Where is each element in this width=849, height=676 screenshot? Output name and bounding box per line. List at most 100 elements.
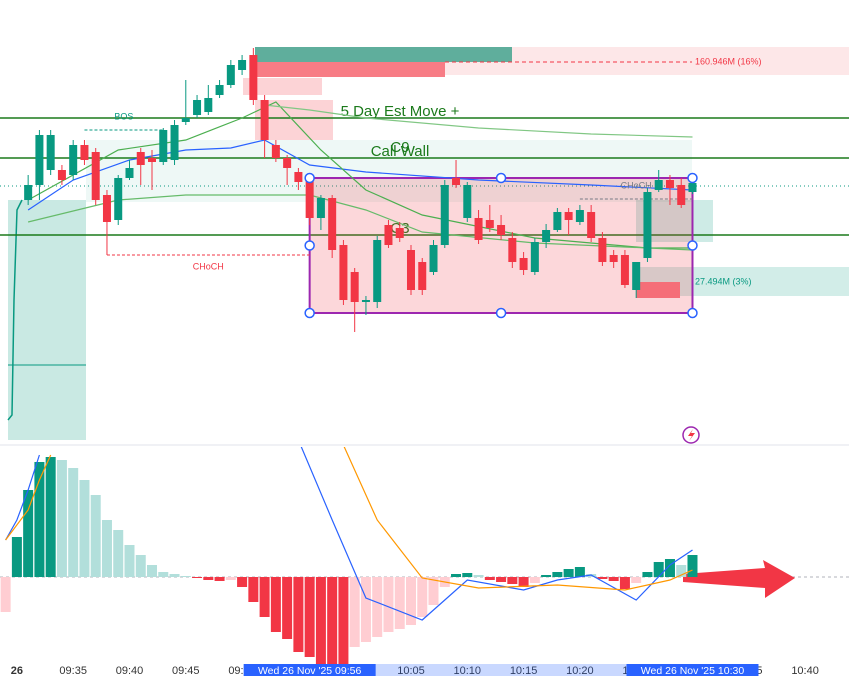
candle-body [226,65,235,85]
histogram-bar [484,577,495,580]
box-handle[interactable] [304,307,315,319]
histogram-bar [631,577,642,583]
arrow [683,560,795,598]
candle-body [587,212,596,238]
candle-body [24,185,33,200]
histogram-bar [248,577,259,602]
histogram-bar [642,572,653,577]
candle-body [339,245,348,300]
histogram-bar [462,573,473,577]
box-handle[interactable] [495,172,507,184]
histogram-bar [473,575,484,577]
box-handle[interactable] [687,307,698,319]
histogram-bar [23,490,34,577]
histogram-bar [552,572,563,577]
candle-body [654,180,663,190]
box-handle[interactable] [304,240,315,251]
candle-body [35,135,44,185]
box-handle[interactable] [687,172,698,184]
candle-body [80,145,89,160]
candle-body [497,225,506,235]
level-label: Call Wall [371,143,430,160]
candle-body [643,192,652,258]
histogram-bar [135,555,146,577]
histogram-bar [45,457,56,577]
candle-body [148,158,157,162]
histogram-bar [34,462,45,577]
candle-body [102,195,111,222]
candle-body [620,255,629,285]
histogram-bar [563,569,574,577]
candle-body [91,152,100,200]
candle-body [575,210,584,222]
candle-body [305,180,314,218]
candle-body [406,250,415,290]
histogram-bar [574,567,585,577]
histogram-bar [619,577,630,589]
histogram-bar [360,577,371,642]
candle-body [452,178,461,185]
crosshair-label: Wed 26 Nov '25 09:56 [258,665,362,676]
histogram-bar [529,577,540,583]
candle-body [440,185,449,245]
histogram-bar [225,577,236,580]
supply-zone [243,78,322,95]
range-highlight [309,664,693,676]
box-handle[interactable] [495,307,507,319]
histogram-bar [676,565,687,577]
histogram-bar [664,559,675,577]
histogram-bar [372,577,383,637]
histogram-bar [653,562,664,577]
candle-body [564,212,573,220]
x-tick-label: 10:40 [791,665,819,676]
candle-body [249,55,258,100]
candle-body [665,180,674,188]
candle-body [609,255,618,262]
spike [7,199,23,421]
indicator-line [5,447,693,591]
histogram-bar [597,577,608,579]
histogram-bar [259,577,270,617]
histogram-bar [608,577,619,581]
histogram-bar [180,576,191,577]
candle-body [474,218,483,240]
candle-body [350,272,359,302]
box-handle[interactable] [687,240,698,251]
histogram-bar [169,574,180,577]
histogram-bar [405,577,416,625]
histogram-bar [304,577,315,657]
candle-body [238,60,247,70]
histogram-bar [383,577,394,632]
x-tick-label: 09:35 [59,665,87,676]
histogram-bar [68,468,79,577]
box-handle[interactable] [304,172,315,184]
candle-body [485,220,494,228]
candle-body [204,98,213,112]
structure-label: CHoCH [621,180,652,190]
histogram-bar [113,530,124,577]
histogram-bar [79,480,90,577]
histogram-bar [315,577,326,665]
position-zone [8,200,86,440]
histogram-bar [451,574,462,577]
candle-body [283,158,292,168]
x-tick-label: 10:05 [397,665,425,676]
candle-body [395,228,404,238]
volume-label: 160.946M (16%) [695,56,762,66]
range-box [308,177,694,314]
histogram-bar [90,495,101,577]
candle-body [57,170,66,180]
alert-bolt [688,429,695,441]
candle-body [316,198,325,218]
candle-body [677,185,686,205]
histogram-bar [338,577,349,665]
candle-body [46,135,55,170]
level-label: C9 [390,139,409,156]
volume-bar [636,282,680,298]
x-tick-label: 09:40 [116,665,144,676]
x-tick-label: 26 [11,665,23,676]
candle-body [418,262,427,290]
histogram-bar [687,555,698,577]
histogram-bar [101,520,112,577]
